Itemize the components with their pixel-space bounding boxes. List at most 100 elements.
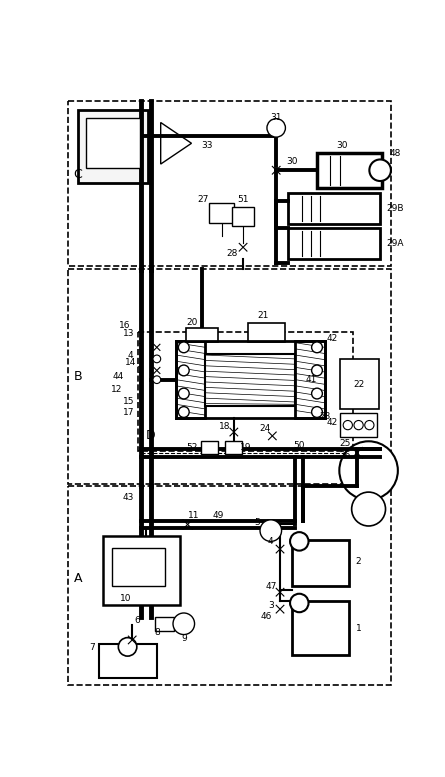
Text: 50: 50 xyxy=(294,441,305,451)
Circle shape xyxy=(343,420,352,430)
Circle shape xyxy=(173,613,194,635)
Circle shape xyxy=(365,420,374,430)
Text: B: B xyxy=(74,370,82,383)
Circle shape xyxy=(340,441,398,500)
Text: 48: 48 xyxy=(389,149,401,158)
Bar xyxy=(295,341,325,418)
Circle shape xyxy=(290,594,308,612)
Circle shape xyxy=(178,388,189,399)
Text: 23: 23 xyxy=(319,412,330,421)
Bar xyxy=(340,413,377,437)
Text: 27: 27 xyxy=(197,195,209,204)
Text: 4: 4 xyxy=(128,350,134,360)
Text: 51: 51 xyxy=(237,195,249,204)
Bar xyxy=(86,118,140,168)
Text: 1: 1 xyxy=(356,624,361,633)
Bar xyxy=(205,354,295,406)
Bar xyxy=(291,601,349,655)
Circle shape xyxy=(354,420,363,430)
Text: 18: 18 xyxy=(219,422,231,431)
Bar xyxy=(232,207,254,226)
Bar xyxy=(186,328,218,342)
Text: 30: 30 xyxy=(286,156,297,166)
Text: 13: 13 xyxy=(123,329,135,338)
Text: 42: 42 xyxy=(326,333,337,343)
Bar xyxy=(68,101,391,267)
Circle shape xyxy=(178,365,189,376)
Text: 24: 24 xyxy=(259,423,270,433)
Text: 1: 1 xyxy=(137,366,143,375)
Text: 47: 47 xyxy=(265,581,276,591)
Text: 29B: 29B xyxy=(386,204,404,213)
Text: 30: 30 xyxy=(336,141,348,150)
Circle shape xyxy=(178,406,189,417)
Circle shape xyxy=(312,342,322,353)
Circle shape xyxy=(369,159,391,181)
Circle shape xyxy=(260,520,282,542)
Text: 43: 43 xyxy=(122,493,134,502)
Text: 11: 11 xyxy=(188,510,199,520)
Text: 2: 2 xyxy=(356,557,361,566)
Bar xyxy=(225,441,242,454)
Text: 26: 26 xyxy=(340,451,351,460)
Text: 12: 12 xyxy=(111,385,122,394)
Bar xyxy=(138,332,353,451)
Circle shape xyxy=(312,365,322,376)
Bar xyxy=(68,486,391,685)
Text: 4: 4 xyxy=(268,537,274,546)
Bar xyxy=(68,269,391,484)
Circle shape xyxy=(118,638,137,656)
Bar xyxy=(288,193,380,224)
Circle shape xyxy=(267,119,285,137)
Bar xyxy=(99,644,157,678)
Circle shape xyxy=(312,406,322,417)
Circle shape xyxy=(153,355,161,363)
Bar xyxy=(78,110,148,183)
Polygon shape xyxy=(161,123,191,164)
Bar xyxy=(317,153,382,188)
Text: D: D xyxy=(145,430,155,442)
Text: 19: 19 xyxy=(240,443,251,452)
Text: 25: 25 xyxy=(340,439,351,448)
Circle shape xyxy=(290,532,308,551)
Bar xyxy=(288,228,380,259)
Bar xyxy=(176,341,205,418)
Text: 8: 8 xyxy=(154,628,160,636)
Text: 46: 46 xyxy=(260,612,272,622)
Circle shape xyxy=(312,388,322,399)
Bar xyxy=(248,322,285,342)
Bar xyxy=(202,441,218,454)
Text: 3: 3 xyxy=(137,343,143,352)
Text: 42: 42 xyxy=(326,418,337,427)
Bar xyxy=(155,617,174,631)
Text: 22: 22 xyxy=(353,380,364,388)
Text: 10: 10 xyxy=(120,594,132,603)
Text: 14: 14 xyxy=(125,358,136,368)
Text: C: C xyxy=(74,168,82,180)
Text: 29A: 29A xyxy=(386,239,404,248)
Text: 15: 15 xyxy=(123,397,135,406)
Text: 33: 33 xyxy=(202,141,213,150)
Text: 21: 21 xyxy=(257,311,269,319)
Bar xyxy=(112,548,165,586)
Text: 9: 9 xyxy=(181,634,186,643)
Text: 31: 31 xyxy=(271,113,282,123)
Text: 7: 7 xyxy=(89,643,95,652)
Bar xyxy=(209,204,234,222)
Text: 5: 5 xyxy=(254,518,260,528)
Text: 3: 3 xyxy=(268,601,274,610)
Text: 16: 16 xyxy=(119,321,130,330)
Text: 6: 6 xyxy=(135,616,141,625)
Circle shape xyxy=(178,342,189,353)
Circle shape xyxy=(153,376,161,384)
Text: A: A xyxy=(74,572,82,585)
Text: 28: 28 xyxy=(227,249,238,258)
Circle shape xyxy=(352,492,385,526)
Text: 20: 20 xyxy=(186,319,198,327)
Text: 52: 52 xyxy=(186,443,197,452)
Text: 49: 49 xyxy=(213,510,224,520)
Bar xyxy=(340,359,379,409)
Text: 17: 17 xyxy=(123,408,135,417)
Text: 44: 44 xyxy=(113,372,124,381)
Bar xyxy=(103,536,180,605)
